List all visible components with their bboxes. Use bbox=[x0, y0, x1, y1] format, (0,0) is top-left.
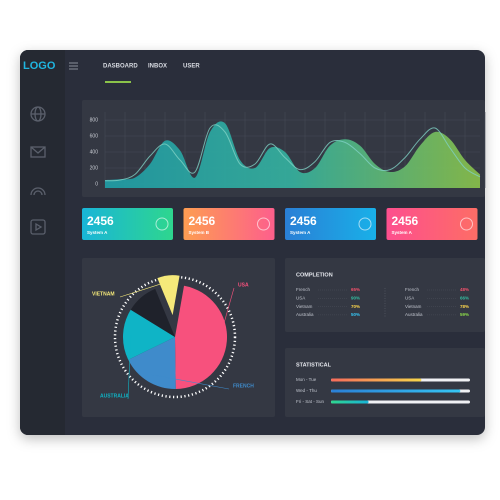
pie-slice bbox=[157, 275, 180, 316]
stat-value: 2456 bbox=[87, 214, 114, 228]
nav-item[interactable]: USER bbox=[183, 64, 200, 70]
stat-label: System A bbox=[290, 230, 311, 235]
completion-value: 78% bbox=[460, 304, 469, 309]
completion-name: Vietnam bbox=[296, 304, 313, 309]
y-tick-label: 0 bbox=[95, 181, 98, 187]
pie-slice bbox=[128, 337, 176, 389]
completion-name: USA bbox=[405, 295, 414, 300]
completion-name: Australia bbox=[296, 312, 314, 317]
stat-row-label: Wed - Thu bbox=[296, 388, 317, 393]
completion-value: 50% bbox=[351, 312, 360, 317]
y-tick-label: 800 bbox=[90, 117, 99, 123]
nav-item[interactable]: INBOX bbox=[148, 64, 167, 70]
logo: LOGO bbox=[23, 60, 56, 72]
area bbox=[105, 121, 480, 188]
stat-icon bbox=[155, 217, 169, 231]
y-tick-label: 200 bbox=[90, 165, 99, 171]
statistical-panel bbox=[285, 348, 485, 417]
completion-value: 90% bbox=[351, 295, 360, 300]
completion-name: French bbox=[296, 287, 311, 292]
panel-title: STATISTICAL bbox=[296, 362, 332, 368]
pie-leader bbox=[218, 287, 235, 341]
completion-value: 48% bbox=[460, 287, 469, 292]
panel-title: COMPLETION bbox=[296, 272, 333, 278]
pie-label: USA bbox=[238, 282, 249, 288]
completion-value: 66% bbox=[460, 295, 469, 300]
stat-row-label: Mon - Tue bbox=[296, 377, 317, 382]
completion-value: 70% bbox=[351, 304, 360, 309]
pie-leader bbox=[151, 374, 230, 390]
pie-leader bbox=[127, 334, 132, 400]
pie-label: VIETNAM bbox=[92, 291, 115, 297]
menu-icon[interactable] bbox=[69, 62, 78, 70]
stat-card bbox=[183, 208, 275, 240]
play-icon[interactable] bbox=[30, 219, 46, 235]
active-tab-indicator bbox=[105, 81, 131, 83]
area-line bbox=[104, 124, 481, 182]
y-tick-label: 400 bbox=[90, 149, 99, 155]
bar bbox=[331, 389, 461, 393]
sidebar bbox=[20, 50, 65, 435]
nav-item[interactable]: DASBOARD bbox=[103, 64, 138, 70]
bar bbox=[331, 378, 422, 382]
stat-label: System B bbox=[189, 230, 210, 235]
completion-name: French bbox=[405, 287, 420, 292]
pie-slice bbox=[130, 288, 175, 337]
stat-value: 2456 bbox=[392, 214, 419, 228]
completion-panel bbox=[285, 258, 485, 332]
bar bbox=[331, 400, 369, 404]
stat-value: 2456 bbox=[189, 214, 216, 228]
stat-card bbox=[386, 208, 478, 240]
chart-icon[interactable] bbox=[30, 187, 46, 196]
mail-icon[interactable] bbox=[30, 146, 46, 158]
pie-label: AUSTRALIA bbox=[100, 393, 129, 399]
stat-icon bbox=[358, 217, 372, 231]
pie-label: FRENCH bbox=[233, 383, 254, 389]
stat-label: System A bbox=[87, 230, 108, 235]
stat-icon bbox=[460, 217, 473, 231]
globe-icon[interactable] bbox=[30, 106, 46, 122]
completion-name: Australia bbox=[405, 312, 423, 317]
stat-card bbox=[285, 208, 376, 240]
pie-leader bbox=[119, 281, 170, 298]
completion-name: USA bbox=[296, 295, 305, 300]
pie-slice bbox=[175, 285, 227, 389]
completion-name: Vietnam bbox=[405, 304, 422, 309]
y-tick-label: 600 bbox=[90, 133, 99, 139]
stat-icon bbox=[257, 217, 270, 231]
stat-card bbox=[82, 208, 173, 240]
completion-value: 65% bbox=[351, 287, 360, 292]
stat-row-label: Fri - Sat - Sun bbox=[296, 399, 325, 404]
stat-label: System A bbox=[392, 230, 413, 235]
stat-value: 2456 bbox=[290, 214, 317, 228]
completion-value: 59% bbox=[460, 312, 469, 317]
pie-slice bbox=[123, 309, 175, 360]
